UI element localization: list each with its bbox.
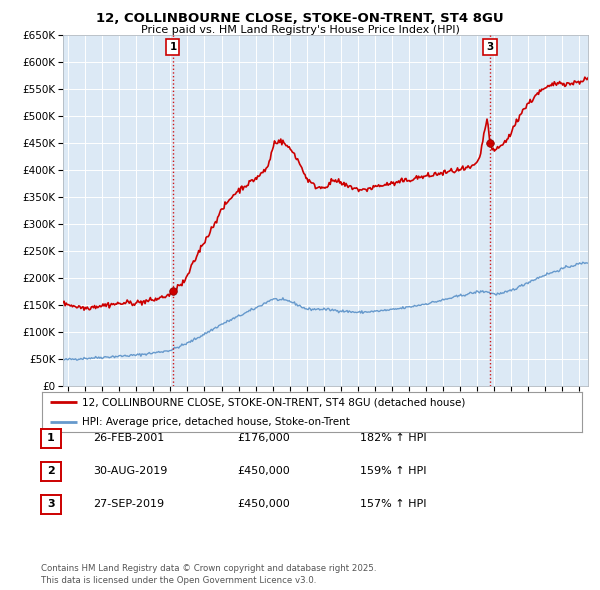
Text: 1: 1 [47, 434, 55, 443]
Text: 3: 3 [487, 42, 494, 53]
Text: 12, COLLINBOURNE CLOSE, STOKE-ON-TRENT, ST4 8GU (detached house): 12, COLLINBOURNE CLOSE, STOKE-ON-TRENT, … [83, 397, 466, 407]
Text: 26-FEB-2001: 26-FEB-2001 [93, 434, 164, 443]
Text: 159% ↑ HPI: 159% ↑ HPI [360, 467, 427, 476]
Text: 30-AUG-2019: 30-AUG-2019 [93, 467, 167, 476]
Text: £450,000: £450,000 [237, 467, 290, 476]
Text: £176,000: £176,000 [237, 434, 290, 443]
Text: HPI: Average price, detached house, Stoke-on-Trent: HPI: Average price, detached house, Stok… [83, 417, 350, 427]
Text: 12, COLLINBOURNE CLOSE, STOKE-ON-TRENT, ST4 8GU: 12, COLLINBOURNE CLOSE, STOKE-ON-TRENT, … [96, 12, 504, 25]
Text: Price paid vs. HM Land Registry's House Price Index (HPI): Price paid vs. HM Land Registry's House … [140, 25, 460, 35]
Text: 182% ↑ HPI: 182% ↑ HPI [360, 434, 427, 443]
Text: £450,000: £450,000 [237, 500, 290, 509]
Text: Contains HM Land Registry data © Crown copyright and database right 2025.
This d: Contains HM Land Registry data © Crown c… [41, 565, 376, 585]
Text: 27-SEP-2019: 27-SEP-2019 [93, 500, 164, 509]
Text: 3: 3 [47, 500, 55, 509]
Text: 2: 2 [47, 467, 55, 476]
Text: 1: 1 [169, 42, 176, 53]
Text: 157% ↑ HPI: 157% ↑ HPI [360, 500, 427, 509]
